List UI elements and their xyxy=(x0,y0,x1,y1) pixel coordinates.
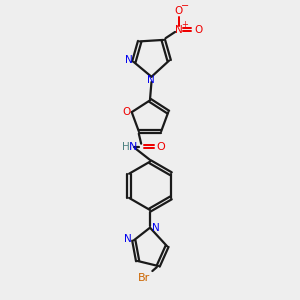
Text: N: N xyxy=(175,25,182,34)
Text: +: + xyxy=(182,20,188,29)
Text: Br: Br xyxy=(138,273,151,283)
Text: N: N xyxy=(124,55,132,65)
Text: −: − xyxy=(181,1,189,11)
Text: O: O xyxy=(175,6,183,16)
Text: O: O xyxy=(122,107,130,117)
Text: O: O xyxy=(194,25,202,34)
Text: H: H xyxy=(122,142,129,152)
Text: N: N xyxy=(129,142,137,152)
Text: N: N xyxy=(147,75,155,85)
Text: N: N xyxy=(124,234,132,244)
Text: N: N xyxy=(152,223,160,233)
Text: O: O xyxy=(157,142,165,152)
